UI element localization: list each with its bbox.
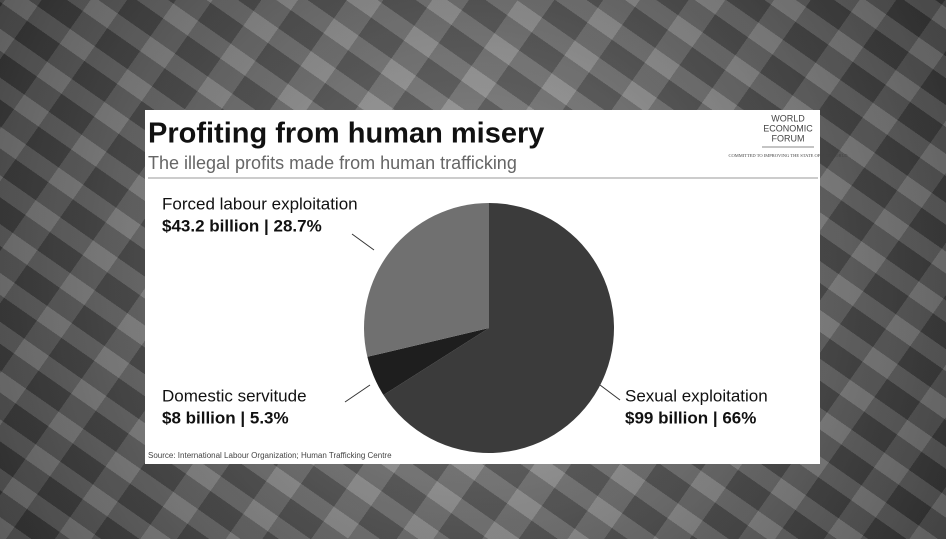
leader-line <box>599 384 621 401</box>
pie-slice <box>363 203 489 357</box>
leader-line <box>351 233 375 251</box>
chart-subtitle: The illegal profits made from human traf… <box>148 153 517 173</box>
pie-slice <box>383 203 614 453</box>
logo-tagline: COMMITTED TO IMPROVING THE STATE OF THE … <box>728 153 848 158</box>
chart-title: Profiting from human misery <box>148 118 544 150</box>
logo-line: WORLD <box>771 113 805 123</box>
logo-line: FORUM <box>772 133 805 143</box>
slice-name: Sexual exploitation <box>625 386 768 405</box>
logo-line: ECONOMIC <box>763 123 813 133</box>
slice-value-label: $43.2 billion | 28.7% <box>162 216 322 235</box>
source: Source: International Labour Organizatio… <box>148 451 392 460</box>
slice-value-label: $8 billion | 5.3% <box>162 408 289 427</box>
pie-slice <box>367 328 489 395</box>
slice-value-label: $99 billion | 66% <box>625 408 756 427</box>
slice-name: Domestic servitude <box>162 386 307 405</box>
slice-name: Forced labour exploitation <box>162 194 358 213</box>
leader-line <box>344 384 371 403</box>
